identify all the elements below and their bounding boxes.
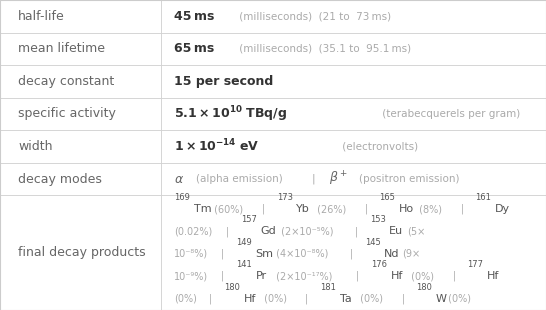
- Text: $\alpha$: $\alpha$: [174, 173, 184, 185]
- Text: W: W: [436, 294, 447, 303]
- Text: Ta: Ta: [340, 294, 352, 303]
- Text: (60%): (60%): [211, 204, 244, 214]
- Text: (electronvolts): (electronvolts): [339, 141, 418, 152]
- Text: 165: 165: [379, 193, 395, 202]
- Text: Dy: Dy: [495, 204, 510, 214]
- Text: (positron emission): (positron emission): [359, 174, 460, 184]
- Text: |: |: [356, 271, 359, 281]
- Text: Ho: Ho: [399, 204, 414, 214]
- Text: 141: 141: [236, 260, 252, 269]
- Text: (5×: (5×: [407, 226, 425, 237]
- Text: 181: 181: [320, 282, 336, 291]
- Bar: [161, 130, 546, 163]
- Text: Yb: Yb: [296, 204, 310, 214]
- Text: Hf: Hf: [487, 271, 499, 281]
- Text: |: |: [221, 249, 224, 259]
- Text: Pr: Pr: [256, 271, 266, 281]
- Text: Sm: Sm: [256, 249, 274, 259]
- Text: 10⁻⁹%): 10⁻⁹%): [174, 271, 208, 281]
- Text: 180: 180: [416, 282, 432, 291]
- Bar: [161, 195, 546, 310]
- Text: (milliseconds)  (21 to  73 ms): (milliseconds) (21 to 73 ms): [236, 11, 391, 21]
- Text: |: |: [209, 293, 212, 304]
- Text: |: |: [226, 226, 229, 237]
- Bar: [161, 33, 546, 65]
- Text: width: width: [18, 140, 52, 153]
- Text: (alpha emission): (alpha emission): [196, 174, 283, 184]
- Text: 173: 173: [277, 193, 293, 202]
- Text: $\mathbf{1 \times 10^{-14}}$ $\mathbf{eV}$: $\mathbf{1 \times 10^{-14}}$ $\mathbf{eV…: [174, 138, 259, 155]
- Text: $\beta^+$: $\beta^+$: [329, 170, 348, 188]
- Text: (0%): (0%): [174, 294, 197, 303]
- Text: (2×10⁻⁵%): (2×10⁻⁵%): [278, 226, 334, 237]
- Text: final decay products: final decay products: [18, 246, 146, 259]
- Text: 10⁻⁸%): 10⁻⁸%): [174, 249, 208, 259]
- Bar: [0, 33, 161, 65]
- Text: (2×10⁻¹⁷%): (2×10⁻¹⁷%): [273, 271, 333, 281]
- Text: 145: 145: [365, 238, 381, 247]
- Text: |: |: [262, 204, 265, 214]
- Text: 161: 161: [476, 193, 491, 202]
- Text: (9×: (9×: [402, 249, 420, 259]
- Text: 149: 149: [236, 238, 252, 247]
- Text: 157: 157: [241, 215, 257, 224]
- Bar: [161, 65, 546, 98]
- Bar: [161, 98, 546, 130]
- Bar: [0, 195, 161, 310]
- Text: Eu: Eu: [389, 226, 403, 237]
- Text: |: |: [349, 249, 353, 259]
- Text: |: |: [460, 204, 464, 214]
- Text: 153: 153: [370, 215, 385, 224]
- Text: Hf: Hf: [244, 294, 256, 303]
- Bar: [0, 65, 161, 98]
- Text: 15 per second: 15 per second: [174, 75, 274, 88]
- Text: (26%): (26%): [314, 204, 346, 214]
- Text: $\mathbf{5.1 \times 10^{10}}$ $\mathbf{TBq/g}$: $\mathbf{5.1 \times 10^{10}}$ $\mathbf{T…: [174, 104, 287, 124]
- Text: (0%): (0%): [444, 294, 471, 303]
- Bar: [0, 0, 161, 33]
- Text: 169: 169: [174, 193, 190, 202]
- Bar: [0, 130, 161, 163]
- Text: (0%): (0%): [357, 294, 383, 303]
- Bar: [0, 98, 161, 130]
- Text: |: |: [305, 293, 308, 304]
- Text: 180: 180: [224, 282, 240, 291]
- Text: (0%): (0%): [261, 294, 287, 303]
- Text: Nd: Nd: [384, 249, 400, 259]
- Text: |: |: [221, 271, 224, 281]
- Text: mean lifetime: mean lifetime: [18, 42, 105, 55]
- Text: (milliseconds)  (35.1 to  95.1 ms): (milliseconds) (35.1 to 95.1 ms): [236, 44, 411, 54]
- Text: 176: 176: [371, 260, 387, 269]
- Text: |: |: [355, 226, 358, 237]
- Text: Hf: Hf: [391, 271, 403, 281]
- Bar: [161, 163, 546, 195]
- Text: specific activity: specific activity: [18, 108, 116, 120]
- Bar: [0, 163, 161, 195]
- Text: decay modes: decay modes: [18, 173, 102, 185]
- Text: (4×10⁻⁸%): (4×10⁻⁸%): [273, 249, 329, 259]
- Text: 45 ms: 45 ms: [174, 10, 215, 23]
- Text: (0%): (0%): [408, 271, 434, 281]
- Text: 177: 177: [467, 260, 483, 269]
- Text: half-life: half-life: [18, 10, 65, 23]
- Text: (8%): (8%): [417, 204, 442, 214]
- Text: Gd: Gd: [260, 226, 276, 237]
- Bar: [161, 0, 546, 33]
- Text: 65 ms: 65 ms: [174, 42, 215, 55]
- Text: (terabecquerels per gram): (terabecquerels per gram): [379, 109, 520, 119]
- Text: |: |: [452, 271, 455, 281]
- Text: |: |: [401, 293, 405, 304]
- Text: (0.02%): (0.02%): [174, 226, 212, 237]
- Text: Tm: Tm: [194, 204, 211, 214]
- Text: |: |: [312, 174, 316, 184]
- Text: decay constant: decay constant: [18, 75, 114, 88]
- Text: |: |: [364, 204, 367, 214]
